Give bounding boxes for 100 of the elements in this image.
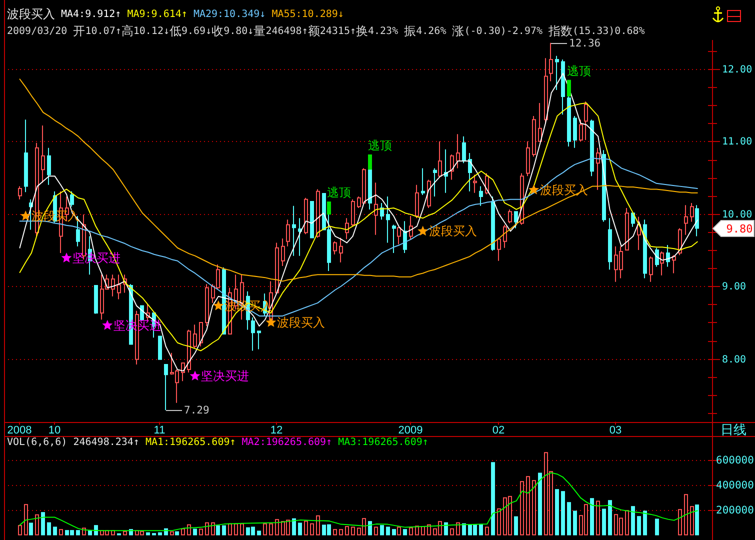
candlestick bbox=[187, 329, 191, 373]
bar bbox=[643, 510, 647, 536]
bar bbox=[368, 154, 372, 170]
bar bbox=[275, 519, 279, 536]
bar bbox=[386, 526, 390, 536]
candlestick bbox=[41, 124, 45, 184]
candlestick bbox=[462, 136, 466, 164]
line-series bbox=[19, 78, 698, 282]
candlestick bbox=[579, 119, 583, 142]
bar bbox=[392, 529, 396, 536]
candlestick bbox=[345, 218, 349, 240]
candlestick bbox=[351, 198, 355, 227]
bar bbox=[234, 523, 238, 536]
candlestick bbox=[526, 140, 530, 177]
bar bbox=[310, 523, 314, 536]
candlestick bbox=[392, 224, 396, 254]
bar bbox=[222, 525, 226, 536]
candlestick bbox=[409, 216, 413, 240]
bar bbox=[18, 525, 22, 536]
candlestick bbox=[479, 186, 483, 206]
bar bbox=[339, 529, 343, 536]
bar bbox=[228, 523, 232, 536]
bar bbox=[327, 202, 331, 215]
bar bbox=[397, 526, 401, 536]
bar bbox=[596, 500, 600, 536]
candlestick bbox=[70, 190, 74, 208]
candlestick bbox=[281, 238, 285, 266]
line-series bbox=[19, 158, 698, 316]
bar bbox=[403, 529, 407, 536]
bar bbox=[567, 502, 571, 536]
candlestick bbox=[666, 244, 670, 268]
candlestick bbox=[199, 322, 203, 347]
bar bbox=[427, 524, 431, 536]
candlestick bbox=[304, 197, 308, 235]
bar bbox=[292, 518, 296, 536]
bar bbox=[181, 528, 185, 536]
bar bbox=[123, 530, 127, 536]
candlestick bbox=[386, 196, 390, 244]
bar bbox=[602, 508, 606, 536]
bar bbox=[41, 512, 45, 536]
candlestick bbox=[473, 174, 477, 194]
bar bbox=[450, 528, 454, 536]
candlestick bbox=[251, 316, 255, 352]
candlestick bbox=[333, 240, 337, 255]
bar bbox=[479, 524, 483, 536]
candlestick bbox=[672, 254, 676, 274]
bar bbox=[175, 531, 179, 536]
candlestick bbox=[584, 101, 588, 140]
candlestick bbox=[433, 168, 437, 197]
bar bbox=[409, 527, 413, 536]
bar bbox=[497, 508, 501, 536]
point bbox=[61, 252, 72, 262]
candlestick bbox=[286, 219, 290, 247]
bar bbox=[205, 522, 209, 536]
candlestick bbox=[456, 134, 460, 169]
bar bbox=[538, 472, 542, 536]
candlestick bbox=[497, 237, 501, 262]
bar bbox=[532, 480, 536, 536]
bar bbox=[678, 509, 682, 536]
bar bbox=[690, 506, 694, 536]
bar bbox=[695, 504, 699, 536]
bar bbox=[59, 529, 63, 536]
bar bbox=[368, 521, 372, 536]
candlestick bbox=[573, 116, 577, 148]
candlestick bbox=[164, 364, 168, 411]
candlestick bbox=[625, 208, 629, 251]
bar bbox=[555, 489, 559, 536]
bar bbox=[637, 516, 641, 536]
candlestick bbox=[695, 204, 699, 237]
bar bbox=[170, 531, 174, 536]
bar bbox=[462, 523, 466, 536]
candlestick bbox=[503, 224, 507, 248]
candlestick bbox=[339, 237, 343, 263]
bar bbox=[444, 522, 448, 536]
candlestick bbox=[193, 324, 197, 348]
bar bbox=[333, 529, 337, 536]
candlestick bbox=[427, 179, 431, 209]
bar bbox=[257, 530, 261, 536]
candlestick bbox=[608, 218, 612, 270]
candlestick bbox=[29, 198, 33, 230]
candlestick bbox=[544, 58, 548, 124]
subtitle: 2009/03/20 开10.07↑高10.12↓低9.69↓收9.80↓量246498↑额24315↑换4.23% 振4.26% 涨(-0.30)-2.97% 指数(15.33)0.68% bbox=[7, 24, 645, 38]
bar bbox=[199, 528, 203, 536]
bar bbox=[590, 498, 594, 536]
candlestick bbox=[111, 274, 115, 297]
candlestick bbox=[532, 116, 536, 158]
bar bbox=[47, 522, 51, 536]
bar bbox=[298, 522, 302, 536]
candlestick bbox=[380, 202, 384, 220]
point bbox=[266, 316, 276, 327]
bar bbox=[158, 532, 162, 536]
bar bbox=[146, 532, 150, 536]
bar bbox=[193, 528, 197, 536]
candlestick bbox=[298, 218, 302, 256]
candlestick bbox=[292, 205, 296, 256]
candlestick bbox=[158, 336, 162, 360]
bar bbox=[76, 530, 80, 536]
candlestick bbox=[94, 285, 98, 314]
point bbox=[213, 300, 224, 310]
candlestick bbox=[117, 274, 121, 300]
